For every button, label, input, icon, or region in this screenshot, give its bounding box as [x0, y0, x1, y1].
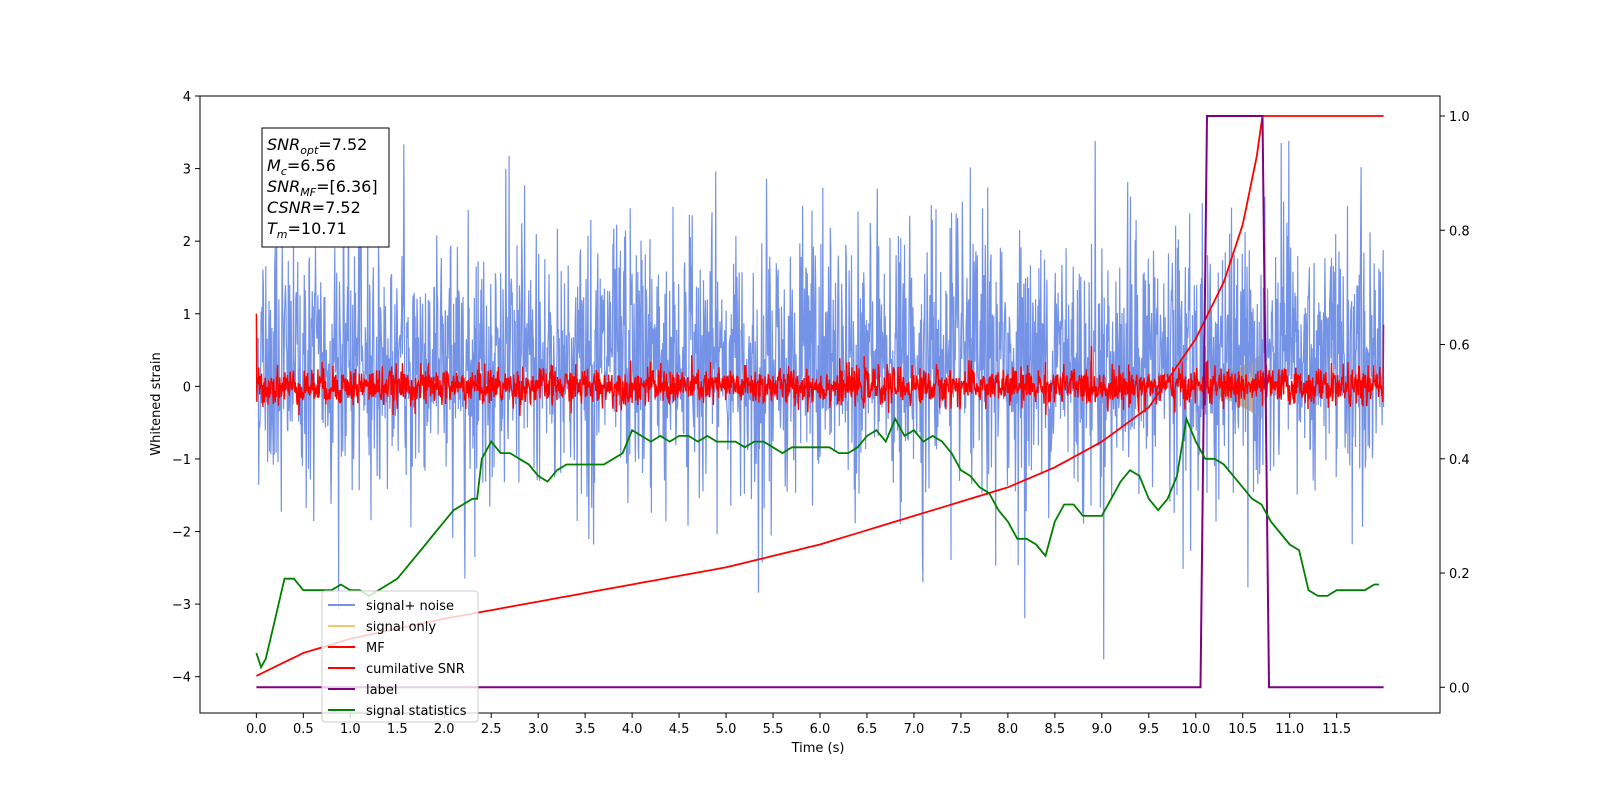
y-tick-label: 0 [183, 380, 191, 395]
legend-label: label [366, 683, 397, 698]
legend-label: cumilative SNR [366, 662, 465, 677]
x-tick-label: 1.5 [387, 722, 408, 737]
legend: signal+ noise signal only MF cumilative SNR… [321, 590, 479, 723]
y2-tick-label: 0.0 [1449, 681, 1470, 696]
y-tick-label: 2 [183, 235, 191, 250]
y-tick-label: −2 [172, 526, 191, 541]
y-axis-ticks: −4 −3 −2 −1 0 1 2 3 4 [172, 90, 200, 686]
legend-label: signal only [366, 620, 436, 635]
annotation-frame [261, 127, 390, 248]
y-axis-label: Whitened strain [149, 352, 164, 455]
x-axis-label: Time (s) [791, 741, 845, 756]
y-tick-label: −1 [172, 453, 191, 468]
annotation-line: SNRopt=7.52 [267, 135, 367, 157]
x-tick-label: 9.0 [1091, 722, 1112, 737]
annotation-line: CSNR=7.52 [267, 198, 361, 217]
x-tick-label: 4.0 [622, 722, 643, 737]
x-tick-label: 10.0 [1181, 722, 1210, 737]
annotation-line: SNRMF=[6.36] [267, 177, 378, 199]
y2-tick-label: 0.2 [1449, 567, 1470, 582]
x-tick-label: 2.5 [481, 722, 502, 737]
legend-frame [321, 590, 479, 723]
y-tick-label: 3 [183, 163, 191, 178]
x-tick-label: 6.0 [810, 722, 831, 737]
x-tick-label: 8.0 [998, 722, 1019, 737]
x-axis-ticks: 0.0 0.5 1.0 1.5 2.0 2.5 3.0 3.5 4.0 4.5 5.0 5.5 6.0 6… [246, 713, 1351, 737]
y2-tick-label: 0.4 [1449, 453, 1470, 468]
x-tick-label: 6.5 [857, 722, 878, 737]
x-tick-label: 5.5 [763, 722, 784, 737]
x-tick-label: 7.5 [951, 722, 972, 737]
x-tick-label: 1.0 [340, 722, 361, 737]
x-tick-label: 0.0 [246, 722, 267, 737]
y-tick-label: −4 [172, 671, 191, 686]
x-tick-label: 10.5 [1228, 722, 1257, 737]
y2-tick-label: 0.6 [1449, 339, 1470, 354]
annotation-line: Mc=6.56 [267, 156, 336, 178]
series-line-mf [255, 313, 1385, 416]
x-tick-label: 5.0 [716, 722, 737, 737]
x-tick-label: 0.5 [293, 722, 314, 737]
annotation-line: Tm=10.71 [267, 219, 347, 241]
x-tick-label: 11.5 [1322, 722, 1351, 737]
x-tick-label: 2.0 [434, 722, 455, 737]
y2-axis-ticks: 0.0 0.2 0.4 0.6 0.8 1.0 [1440, 110, 1470, 696]
x-tick-label: 4.5 [669, 722, 690, 737]
legend-label: signal+ noise [366, 599, 454, 614]
x-tick-label: 3.0 [528, 722, 549, 737]
x-tick-label: 3.5 [575, 722, 596, 737]
x-tick-label: 7.0 [904, 722, 925, 737]
series-line-label [256, 115, 1384, 689]
legend-label: MF [366, 641, 385, 656]
series-line-signal-statistics [255, 415, 1379, 670]
x-tick-label: 8.5 [1045, 722, 1066, 737]
x-tick-label: 9.5 [1138, 722, 1159, 737]
x-tick-label: 11.0 [1275, 722, 1304, 737]
y2-tick-label: 0.8 [1449, 224, 1470, 239]
y-tick-label: −3 [172, 598, 191, 613]
legend-label: signal statistics [366, 704, 467, 719]
y2-tick-label: 1.0 [1449, 110, 1470, 125]
y-tick-label: 4 [183, 90, 191, 105]
series-line-signal-noise [255, 140, 1385, 660]
y-tick-label: 1 [183, 308, 191, 323]
